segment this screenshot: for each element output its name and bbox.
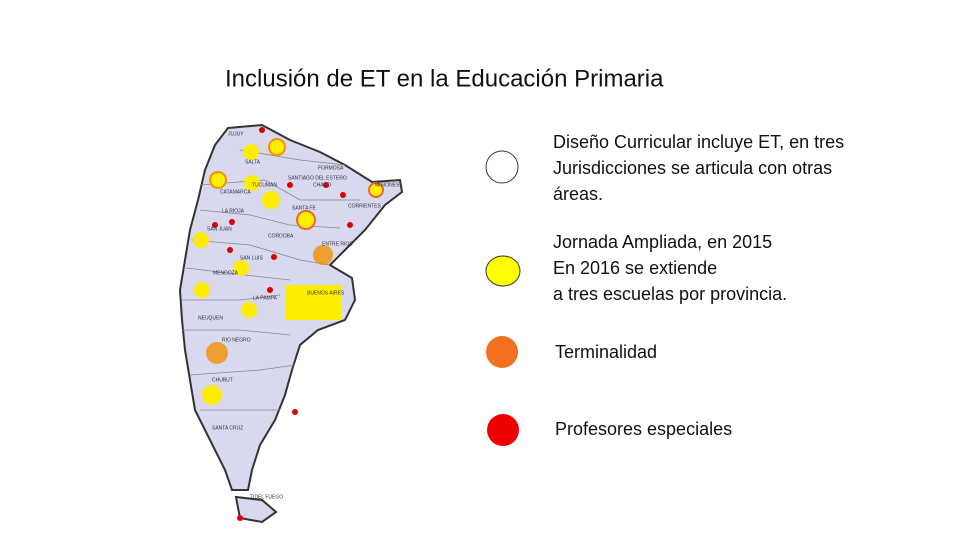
province-label: SANTA FE: [292, 205, 316, 211]
marker-red: [212, 222, 218, 228]
province-label: MISIONES: [375, 182, 400, 188]
marker-red: [323, 182, 329, 188]
marker-yellow-area: [286, 285, 341, 320]
marker-orange: [206, 342, 228, 364]
marker-red: [229, 219, 235, 225]
marker-red: [237, 515, 243, 521]
province-label: SANTA CRUZ: [212, 425, 243, 431]
marker-yellow: [244, 175, 260, 191]
legend-swatch-yellow: [485, 255, 521, 287]
legend-label: Profesores especiales: [555, 419, 732, 439]
province-label: LA PAMPA: [253, 295, 278, 301]
legend-label: áreas.: [553, 184, 603, 204]
province-label: ENTRE RIOS: [322, 241, 353, 247]
marker-yellow: [202, 385, 222, 405]
marker-yellow: [233, 260, 249, 276]
legend: Diseño Curricular incluye ET, en tres Jur…: [485, 132, 844, 446]
province-label: CATAMARCA: [220, 189, 251, 195]
province-label: SAN JUAN: [207, 226, 232, 232]
marker-red: [267, 287, 273, 293]
province-borders: [182, 149, 360, 411]
legend-label: a tres escuelas por provincia.: [553, 284, 787, 304]
marker-yellow-ring: [209, 171, 227, 189]
slide-title: Inclusión de ET en la Educación Primaria: [225, 65, 664, 92]
tierra-del-fuego-outline: [234, 495, 278, 524]
province-label: RIO NEGRO: [222, 337, 251, 343]
province-label: TUCUMAN: [252, 182, 277, 188]
province-label: CHUBUT: [212, 377, 233, 383]
marker-red: [287, 182, 293, 188]
legend-swatch-orange: [486, 336, 518, 368]
province-label: CORDOBA: [268, 233, 294, 239]
marker-red: [271, 254, 277, 260]
legend-label: En 2016 se extiende: [553, 258, 717, 278]
legend-label: Jurisdicciones se articula con otras: [553, 158, 832, 178]
province-label: TIDEL FUEGO: [250, 494, 283, 500]
province-labels: JUJUY SALTA FORMOSA CATAMARCA SANTIAGO DEL E…: [198, 131, 400, 500]
province-label: SALTA: [245, 159, 261, 165]
marker-red: [340, 192, 346, 198]
marker-yellow: [241, 302, 257, 318]
legend-text: Diseño Curricular incluye ET, en tres Jur…: [553, 132, 844, 439]
legend-label: Terminalidad: [555, 342, 657, 362]
marker-yellow-ring: [368, 182, 384, 198]
province-label: MENDOZA: [213, 270, 239, 276]
legend-label: Jornada Ampliada, en 2015: [553, 232, 772, 252]
province-label: SANTIAGO DEL ESTERO: [288, 175, 347, 181]
legend-label: Diseño Curricular incluye ET, en tres: [553, 132, 844, 152]
marker-yellow-ring: [268, 138, 286, 156]
marker-red: [259, 127, 265, 133]
marker-yellow: [262, 191, 280, 209]
legend-swatch-white: [485, 150, 519, 184]
marker-orange: [313, 245, 333, 265]
province-label: FORMOSA: [318, 165, 344, 171]
province-label: BUENOS AIRES: [307, 290, 345, 296]
province-label: LA RIOJA: [222, 208, 245, 214]
marker-yellow: [243, 144, 259, 160]
marker-red: [227, 247, 233, 253]
marker-yellow-ring: [296, 210, 316, 230]
markers: [193, 127, 384, 521]
province-label: SAN LUIS: [240, 255, 263, 261]
marker-red: [347, 222, 353, 228]
province-label: JUJUY: [228, 131, 244, 137]
legend-swatch-red: [487, 414, 519, 446]
province-label: CHACO: [313, 182, 331, 188]
marker-yellow: [193, 232, 209, 248]
province-label: NEUQUEN: [198, 315, 223, 321]
map: JUJUY SALTA FORMOSA CATAMARCA SANTIAGO DEL E…: [178, 123, 404, 524]
province-label: CORRIENTES: [348, 203, 381, 209]
marker-red: [292, 409, 298, 415]
marker-yellow: [194, 282, 210, 298]
